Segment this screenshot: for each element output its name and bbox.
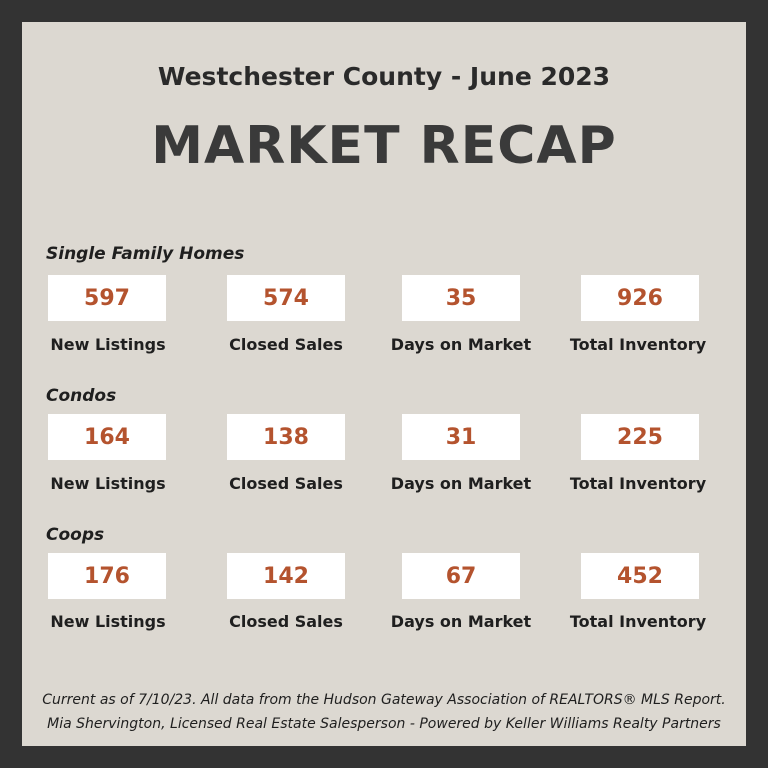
stat-value-total-inventory: 225: [581, 414, 699, 460]
stat-value-closed-sales: 138: [227, 414, 345, 460]
stat-label-closed-sales: Closed Sales: [229, 335, 343, 354]
stat-value-total-inventory: 926: [581, 275, 699, 321]
stat-label-days-on-market: Days on Market: [390, 335, 532, 354]
stat-label-days-on-market: Days on Market: [390, 474, 532, 493]
stat-value-new-listings: 176: [48, 553, 166, 599]
stat-label-total-inventory: Total Inventory: [569, 474, 707, 493]
stat-value-days-on-market: 31: [402, 414, 520, 460]
stat-label-new-listings: New Listings: [50, 612, 166, 631]
stat-label-days-on-market: Days on Market: [390, 612, 532, 631]
section-title-condos: Condos: [46, 386, 117, 406]
stat-value-days-on-market: 67: [402, 553, 520, 599]
page-title: MARKET RECAP: [151, 116, 617, 176]
stat-value-total-inventory: 452: [581, 553, 699, 599]
recap-panel: [22, 22, 746, 746]
stat-label-total-inventory: Total Inventory: [569, 335, 707, 354]
stat-value-new-listings: 164: [48, 414, 166, 460]
section-title-coops: Coops: [46, 525, 105, 545]
stat-value-closed-sales: 142: [227, 553, 345, 599]
section-title-single-family: Single Family Homes: [46, 244, 245, 264]
stat-label-total-inventory: Total Inventory: [569, 612, 707, 631]
subtitle: Westchester County - June 2023: [157, 62, 611, 91]
footer-agent-credit: Mia Shervington, Licensed Real Estate Sa…: [47, 716, 721, 732]
stat-value-new-listings: 597: [48, 275, 166, 321]
stat-label-new-listings: New Listings: [50, 335, 166, 354]
stat-value-days-on-market: 35: [402, 275, 520, 321]
stat-label-closed-sales: Closed Sales: [229, 612, 343, 631]
stat-label-closed-sales: Closed Sales: [229, 474, 343, 493]
stat-label-new-listings: New Listings: [50, 474, 166, 493]
stat-value-closed-sales: 574: [227, 275, 345, 321]
footer-data-source: Current as of 7/10/23. All data from the…: [42, 692, 726, 708]
